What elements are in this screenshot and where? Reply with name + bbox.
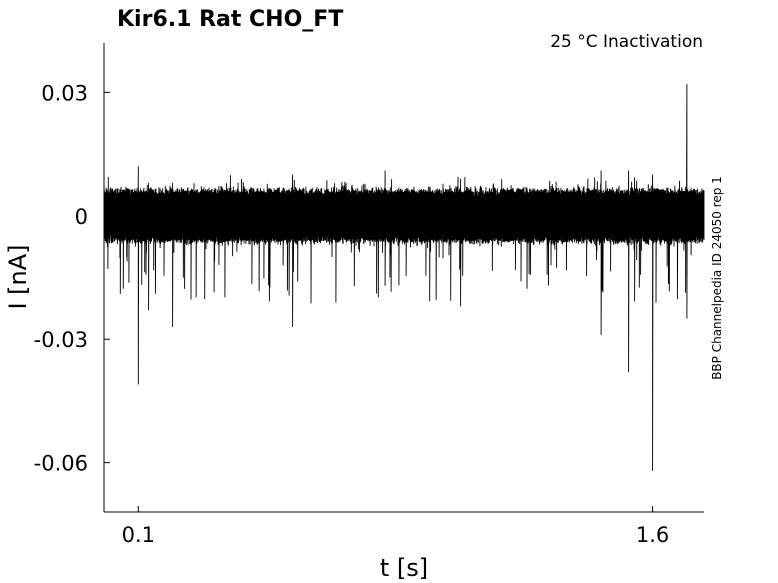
y-ticks: 0.03 0 -0.03 -0.06 [34,81,110,476]
y-tick-label: -0.06 [34,452,88,476]
x-ticks: 0.1 1.6 [122,506,669,547]
y-tick-label: 0 [75,205,88,229]
x-axis-label: t [s] [380,554,428,582]
current-trace [103,84,705,471]
side-label: BBP Channelpedia ID 24050 rep 1 [710,176,724,380]
chart-subtitle: 25 °C Inactivation [550,32,703,52]
x-tick-label: 0.1 [122,523,155,547]
y-tick-label: 0.03 [41,81,88,105]
x-tick-label: 1.6 [636,523,669,547]
y-tick-label: -0.03 [34,328,88,352]
chart-title: Kir6.1 Rat CHO_FT [117,7,343,32]
y-axis-label: I [nA] [4,244,32,309]
trace-layer [103,84,705,471]
